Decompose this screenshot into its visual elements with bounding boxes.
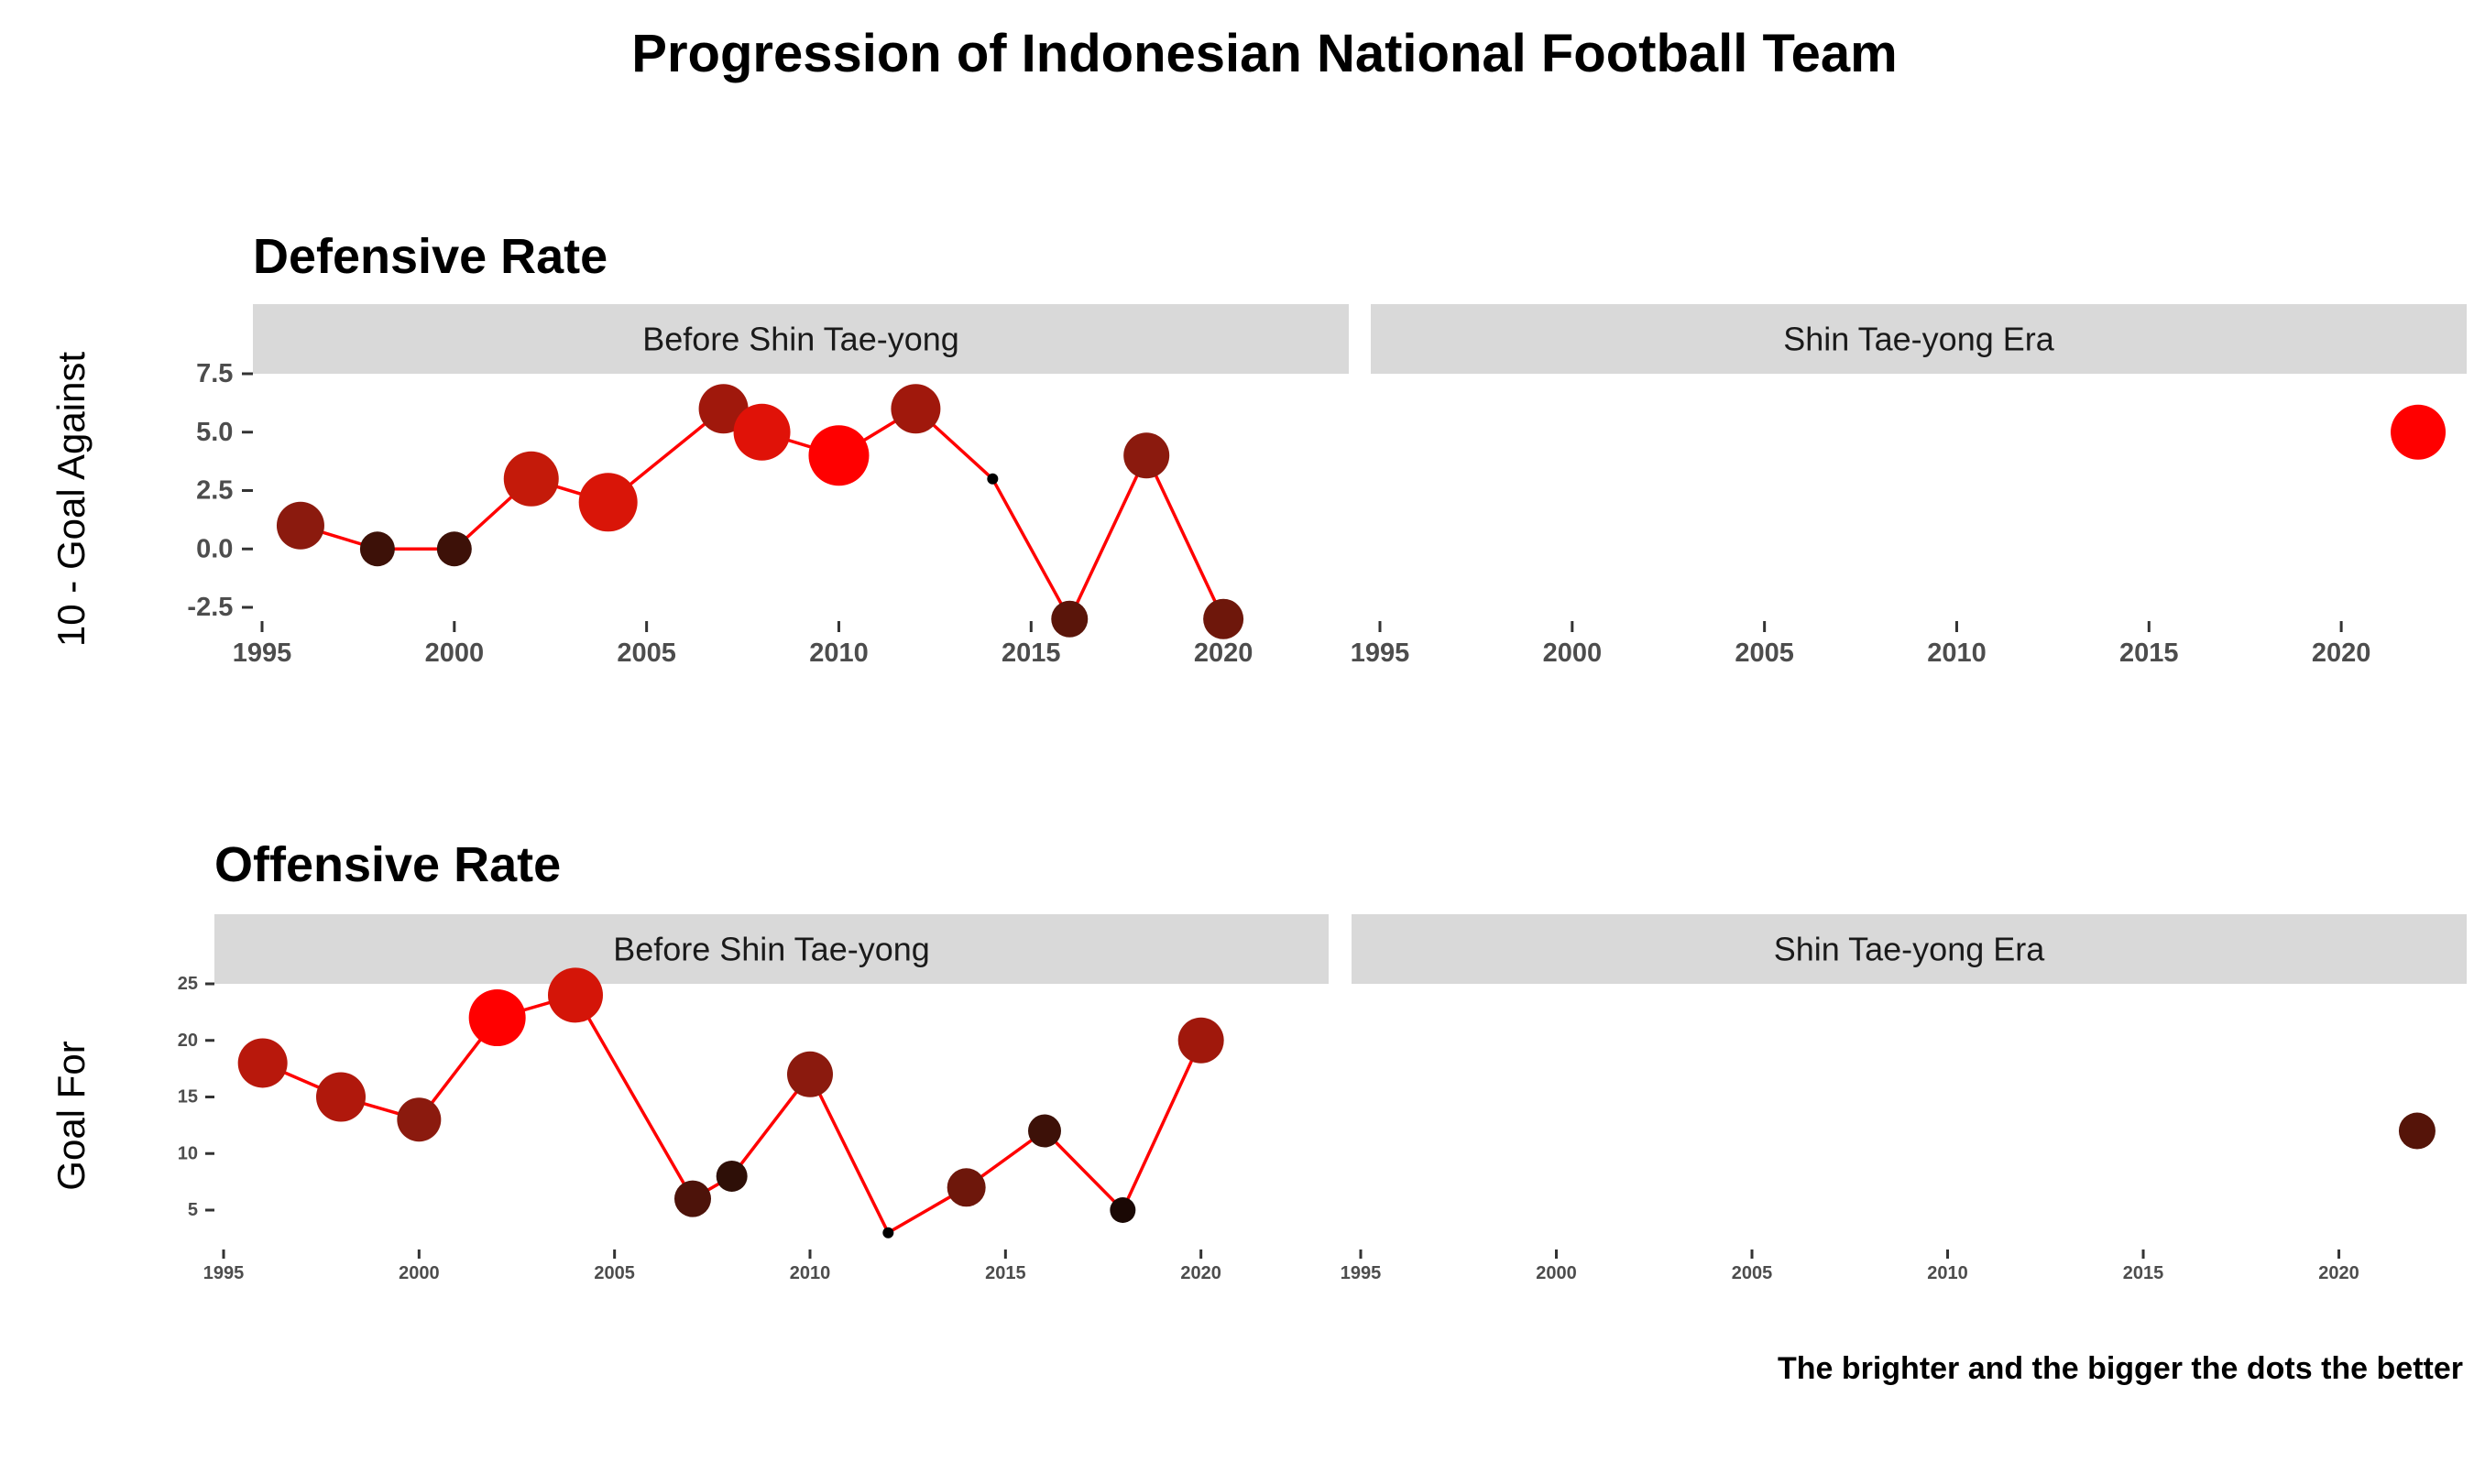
x-tick-label: 2020 <box>2318 1263 2359 1283</box>
data-point <box>808 425 870 486</box>
data-point <box>716 1160 748 1192</box>
x-tick-label: 1995 <box>233 638 292 668</box>
chart-caption: The brighter and the bigger the dots the… <box>1778 1351 2463 1386</box>
x-tick-label: 2010 <box>790 1263 831 1283</box>
facet-strip <box>253 304 1349 374</box>
data-point <box>468 989 526 1047</box>
data-point <box>276 501 324 550</box>
x-tick-label: 2005 <box>1732 1263 1773 1283</box>
data-point <box>674 1180 711 1217</box>
x-tick-label: 2015 <box>2119 638 2179 668</box>
data-point <box>316 1072 366 1122</box>
y-tick-label: 0.0 <box>196 534 233 563</box>
data-point <box>1177 1017 1224 1064</box>
data-point <box>2398 1112 2436 1150</box>
x-tick-label: 2020 <box>1180 1263 1221 1283</box>
data-point <box>1203 598 1244 639</box>
y-tick-label: 25 <box>178 974 198 994</box>
data-point <box>397 1097 442 1142</box>
x-tick-label: 2010 <box>809 638 869 668</box>
x-tick-label: 2010 <box>1927 1263 1968 1283</box>
x-tick-label: 2000 <box>425 638 485 668</box>
facet-strip <box>1371 304 2467 374</box>
x-tick-label: 2015 <box>1002 638 1061 668</box>
facet-strip <box>1352 914 2467 984</box>
data-point <box>548 967 603 1023</box>
data-point <box>503 451 559 507</box>
chart-defensive: Defensive Rate 10 - Goal Against 7.5 5.0 2.5… <box>49 229 2467 668</box>
data-point <box>2391 404 2447 460</box>
facet-strip-label: Before Shin Tae-yong <box>613 931 930 968</box>
x-tick-label: 1995 <box>1351 638 1410 668</box>
y-tick-label: 7.5 <box>196 359 233 388</box>
x-tick-label: 1995 <box>203 1263 245 1283</box>
data-point <box>891 384 941 434</box>
panel-title: Defensive Rate <box>253 229 608 284</box>
facet-strip-label: Shin Tae-yong Era <box>1783 321 2055 358</box>
y-tick-label: -2.5 <box>187 593 233 622</box>
y-axis-label: 10 - Goal Against <box>49 352 93 648</box>
data-point <box>1028 1114 1061 1148</box>
data-point <box>1051 600 1089 638</box>
facet-strip-label: Shin Tae-yong Era <box>1774 931 2046 968</box>
data-point <box>733 403 791 461</box>
x-tick-label: 2015 <box>985 1263 1026 1283</box>
data-point <box>787 1051 833 1097</box>
x-tick-label: 2005 <box>1735 638 1794 668</box>
x-tick-label: 2020 <box>1194 638 1253 668</box>
data-point <box>237 1038 288 1088</box>
chart-title: Progression of Indonesian National Footb… <box>631 24 1897 83</box>
data-point <box>359 531 395 567</box>
x-tick-label: 2000 <box>1536 1263 1577 1283</box>
y-tick-label: 10 <box>178 1143 198 1163</box>
y-tick-label: 2.5 <box>196 476 233 506</box>
data-point <box>578 473 638 532</box>
data-point <box>947 1168 986 1207</box>
x-tick-label: 1995 <box>1341 1263 1382 1283</box>
x-tick-label: 2015 <box>2123 1263 2164 1283</box>
facet-strip <box>214 914 1329 984</box>
y-axis-label: Goal For <box>49 1041 93 1190</box>
y-tick-label: 15 <box>178 1087 198 1108</box>
x-tick-label: 2010 <box>1927 638 1987 668</box>
y-tick-label: 5.0 <box>196 418 233 447</box>
plots-group: Defensive Rate 10 - Goal Against 7.5 5.0 2.5… <box>49 229 2467 1283</box>
y-tick-label: 20 <box>178 1031 198 1051</box>
x-tick-label: 2005 <box>594 1263 635 1283</box>
panel-title: Offensive Rate <box>214 837 561 892</box>
data-point <box>436 531 472 567</box>
y-tick-label: 5 <box>188 1200 198 1220</box>
x-tick-label: 2020 <box>2312 638 2371 668</box>
data-point <box>1123 432 1170 479</box>
x-tick-label: 2000 <box>399 1263 440 1283</box>
data-point <box>882 1227 894 1238</box>
x-tick-label: 2005 <box>617 638 676 668</box>
facet-strip-label: Before Shin Tae-yong <box>642 321 959 358</box>
data-point <box>987 473 999 485</box>
data-point <box>1110 1197 1136 1223</box>
x-tick-label: 2000 <box>1543 638 1603 668</box>
